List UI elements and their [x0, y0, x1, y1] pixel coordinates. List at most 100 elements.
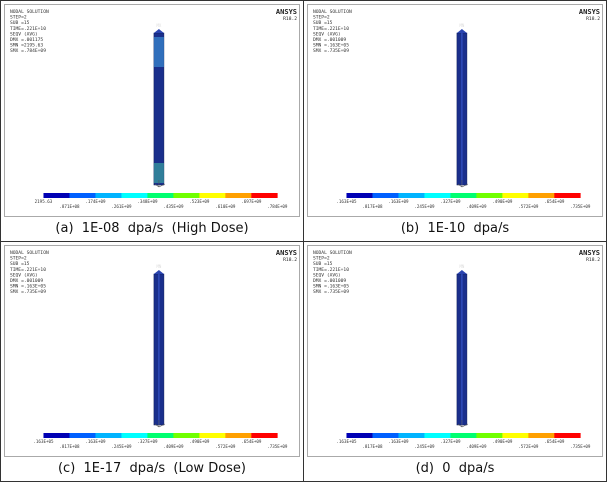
caption: (d) 0 dpa/s: [304, 459, 606, 479]
legend-band: [69, 433, 95, 438]
panel: NODAL SOLUTIONSTEP=2SUB =15TIME=.221E+10…: [0, 241, 304, 482]
info-line: SEQV (AVG): [313, 272, 341, 278]
legend-label: .490E+09: [492, 439, 513, 444]
info-line: SUB =15: [10, 261, 30, 267]
legend-band: [251, 433, 277, 438]
info-line: SUB =15: [313, 261, 333, 267]
legend-label: .735E+09: [570, 204, 591, 209]
extreme-label: MX: [157, 23, 162, 28]
column-cap: [457, 270, 467, 274]
info-line: SUB =15: [313, 20, 333, 26]
legend-label: .817E+08: [362, 204, 383, 209]
legend-band: [346, 433, 372, 438]
legend-label: .523E+09: [189, 199, 210, 204]
legend-label: .174E+09: [85, 199, 106, 204]
legend-band: [173, 193, 199, 198]
legend-label: .163E+09: [388, 199, 409, 204]
legend-band: [43, 433, 69, 438]
info-line: TIME=.221E+10: [313, 26, 349, 32]
legend-band: [528, 433, 554, 438]
info-line: SMX =.735E+09: [313, 289, 349, 295]
legend-band: [398, 433, 424, 438]
info-line: DMX =.001175: [10, 37, 43, 43]
program-name: ANSYS: [579, 249, 600, 257]
legend-label: .327E+09: [137, 439, 158, 444]
info-line: SMX =.784E+09: [10, 48, 46, 54]
legend-label: .245E+09: [414, 204, 435, 209]
legend-label: .409E+09: [163, 444, 184, 449]
legend-label: .871E+08: [59, 204, 80, 209]
legend-label: .245E+09: [111, 444, 132, 449]
legend-band: [372, 193, 398, 198]
legend-label: .163E+05: [33, 439, 54, 444]
legend-label: .572E+09: [518, 204, 539, 209]
info-line: DMX =.001009: [313, 37, 346, 43]
legend-label: .572E+09: [518, 444, 539, 449]
program-version: R18.2: [283, 257, 297, 263]
legend-label: .163E+05: [336, 439, 357, 444]
legend-band: [554, 433, 580, 438]
info-line: SMN =.163E+05: [10, 284, 46, 290]
legend-band: [424, 193, 450, 198]
caption: (a) 1E-08 dpa/s (High Dose): [1, 219, 303, 239]
legend-label: .327E+09: [440, 199, 461, 204]
legend-label: .409E+09: [466, 444, 487, 449]
info-line: SEQV (AVG): [10, 31, 38, 37]
info-line: SMX =.735E+09: [10, 289, 46, 295]
info-line: STEP=2: [313, 15, 330, 21]
column-cap: [154, 29, 164, 33]
info-line: STEP=2: [10, 15, 27, 21]
info-line: NODAL SOLUTION: [10, 250, 49, 256]
program-name: ANSYS: [579, 8, 600, 16]
legend-band: [502, 433, 528, 438]
legend-band: [199, 193, 225, 198]
program-version: R18.2: [586, 257, 600, 263]
legend-band: [372, 433, 398, 438]
legend-label: .261E+09: [111, 204, 132, 209]
legend-band: [69, 193, 95, 198]
legend-label: .348E+09: [137, 199, 158, 204]
legend-band: [502, 193, 528, 198]
legend-band: [450, 433, 476, 438]
extreme-label: MN: [460, 264, 465, 269]
ansys-screenshot: NODAL SOLUTIONSTEP=2SUB =15TIME=.221E+10…: [307, 4, 603, 217]
legend-band: [476, 433, 502, 438]
legend-label: 2195.63: [35, 199, 53, 204]
legend-label: .490E+09: [492, 199, 513, 204]
program-version: R18.2: [586, 16, 600, 22]
legend-band: [147, 193, 173, 198]
legend-label: .654E+09: [241, 439, 262, 444]
legend-band: [43, 193, 69, 198]
legend-band: [424, 433, 450, 438]
legend-band: [121, 193, 147, 198]
program-name: ANSYS: [276, 249, 297, 257]
extreme-label: MN: [460, 23, 465, 28]
legend-label: .163E+09: [388, 439, 409, 444]
legend-label: .817E+08: [362, 444, 383, 449]
info-line: TIME=.221E+10: [313, 267, 349, 273]
info-line: DMX =.001009: [313, 278, 346, 284]
info-line: SMX =.735E+09: [313, 48, 349, 54]
info-line: SEQV (AVG): [313, 31, 341, 37]
info-line: NODAL SOLUTION: [313, 250, 352, 256]
legend-band: [95, 193, 121, 198]
legend-band: [225, 433, 251, 438]
legend-band: [450, 193, 476, 198]
legend-band: [225, 193, 251, 198]
legend-label: .245E+09: [414, 444, 435, 449]
legend-band: [346, 193, 372, 198]
legend-band: [554, 193, 580, 198]
legend-label: .490E+09: [189, 439, 210, 444]
legend-label: .817E+08: [59, 444, 80, 449]
legend-label: .697E+09: [241, 199, 262, 204]
info-line: DMX =.001009: [10, 278, 43, 284]
legend-band: [528, 193, 554, 198]
legend-label: .327E+09: [440, 439, 461, 444]
program-version: R18.2: [283, 16, 297, 22]
